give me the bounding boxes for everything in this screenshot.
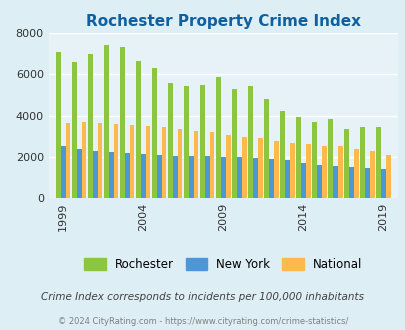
Bar — [385, 155, 390, 198]
Bar — [252, 158, 257, 198]
Bar — [56, 51, 61, 198]
Bar — [380, 169, 385, 198]
Bar — [316, 165, 321, 198]
Bar — [247, 85, 252, 198]
Bar — [268, 159, 273, 198]
Bar — [109, 151, 113, 198]
Text: Crime Index corresponds to incidents per 100,000 inhabitants: Crime Index corresponds to incidents per… — [41, 292, 364, 302]
Bar — [375, 127, 380, 198]
Bar — [264, 99, 268, 198]
Bar — [215, 77, 220, 198]
Bar — [77, 148, 81, 198]
Bar — [353, 148, 358, 198]
Bar — [305, 145, 310, 198]
Bar — [161, 127, 166, 198]
Bar — [237, 157, 241, 198]
Bar — [168, 82, 173, 198]
Bar — [65, 123, 70, 198]
Bar — [141, 154, 145, 198]
Bar — [241, 137, 246, 198]
Bar — [209, 132, 214, 198]
Title: Rochester Property Crime Index: Rochester Property Crime Index — [85, 14, 360, 29]
Bar — [200, 84, 205, 198]
Bar — [232, 89, 237, 198]
Bar — [113, 124, 118, 198]
Bar — [145, 126, 150, 198]
Bar — [124, 152, 129, 198]
Bar — [289, 143, 294, 198]
Bar — [337, 147, 342, 198]
Bar — [188, 156, 193, 198]
Bar — [72, 62, 77, 198]
Bar — [225, 135, 230, 198]
Bar — [61, 147, 65, 198]
Bar — [92, 150, 97, 198]
Bar — [205, 156, 209, 198]
Bar — [327, 118, 332, 198]
Bar — [284, 160, 289, 198]
Bar — [343, 129, 348, 198]
Bar — [332, 166, 337, 198]
Bar — [273, 141, 278, 198]
Bar — [120, 48, 124, 198]
Bar — [279, 112, 284, 198]
Bar — [129, 125, 134, 198]
Bar — [295, 116, 300, 198]
Bar — [300, 163, 305, 198]
Bar — [136, 61, 141, 198]
Bar — [359, 127, 364, 198]
Bar — [156, 155, 161, 198]
Bar — [177, 129, 182, 198]
Bar — [257, 138, 262, 198]
Bar — [151, 68, 156, 198]
Bar — [364, 168, 369, 198]
Bar — [88, 53, 92, 198]
Text: © 2024 CityRating.com - https://www.cityrating.com/crime-statistics/: © 2024 CityRating.com - https://www.city… — [58, 317, 347, 326]
Bar — [321, 147, 326, 198]
Legend: Rochester, New York, National: Rochester, New York, National — [79, 253, 366, 276]
Bar — [173, 156, 177, 198]
Bar — [104, 45, 109, 198]
Bar — [81, 122, 86, 198]
Bar — [369, 150, 374, 198]
Bar — [348, 167, 353, 198]
Bar — [193, 131, 198, 198]
Bar — [97, 123, 102, 198]
Bar — [311, 122, 316, 198]
Bar — [183, 85, 188, 198]
Bar — [220, 157, 225, 198]
